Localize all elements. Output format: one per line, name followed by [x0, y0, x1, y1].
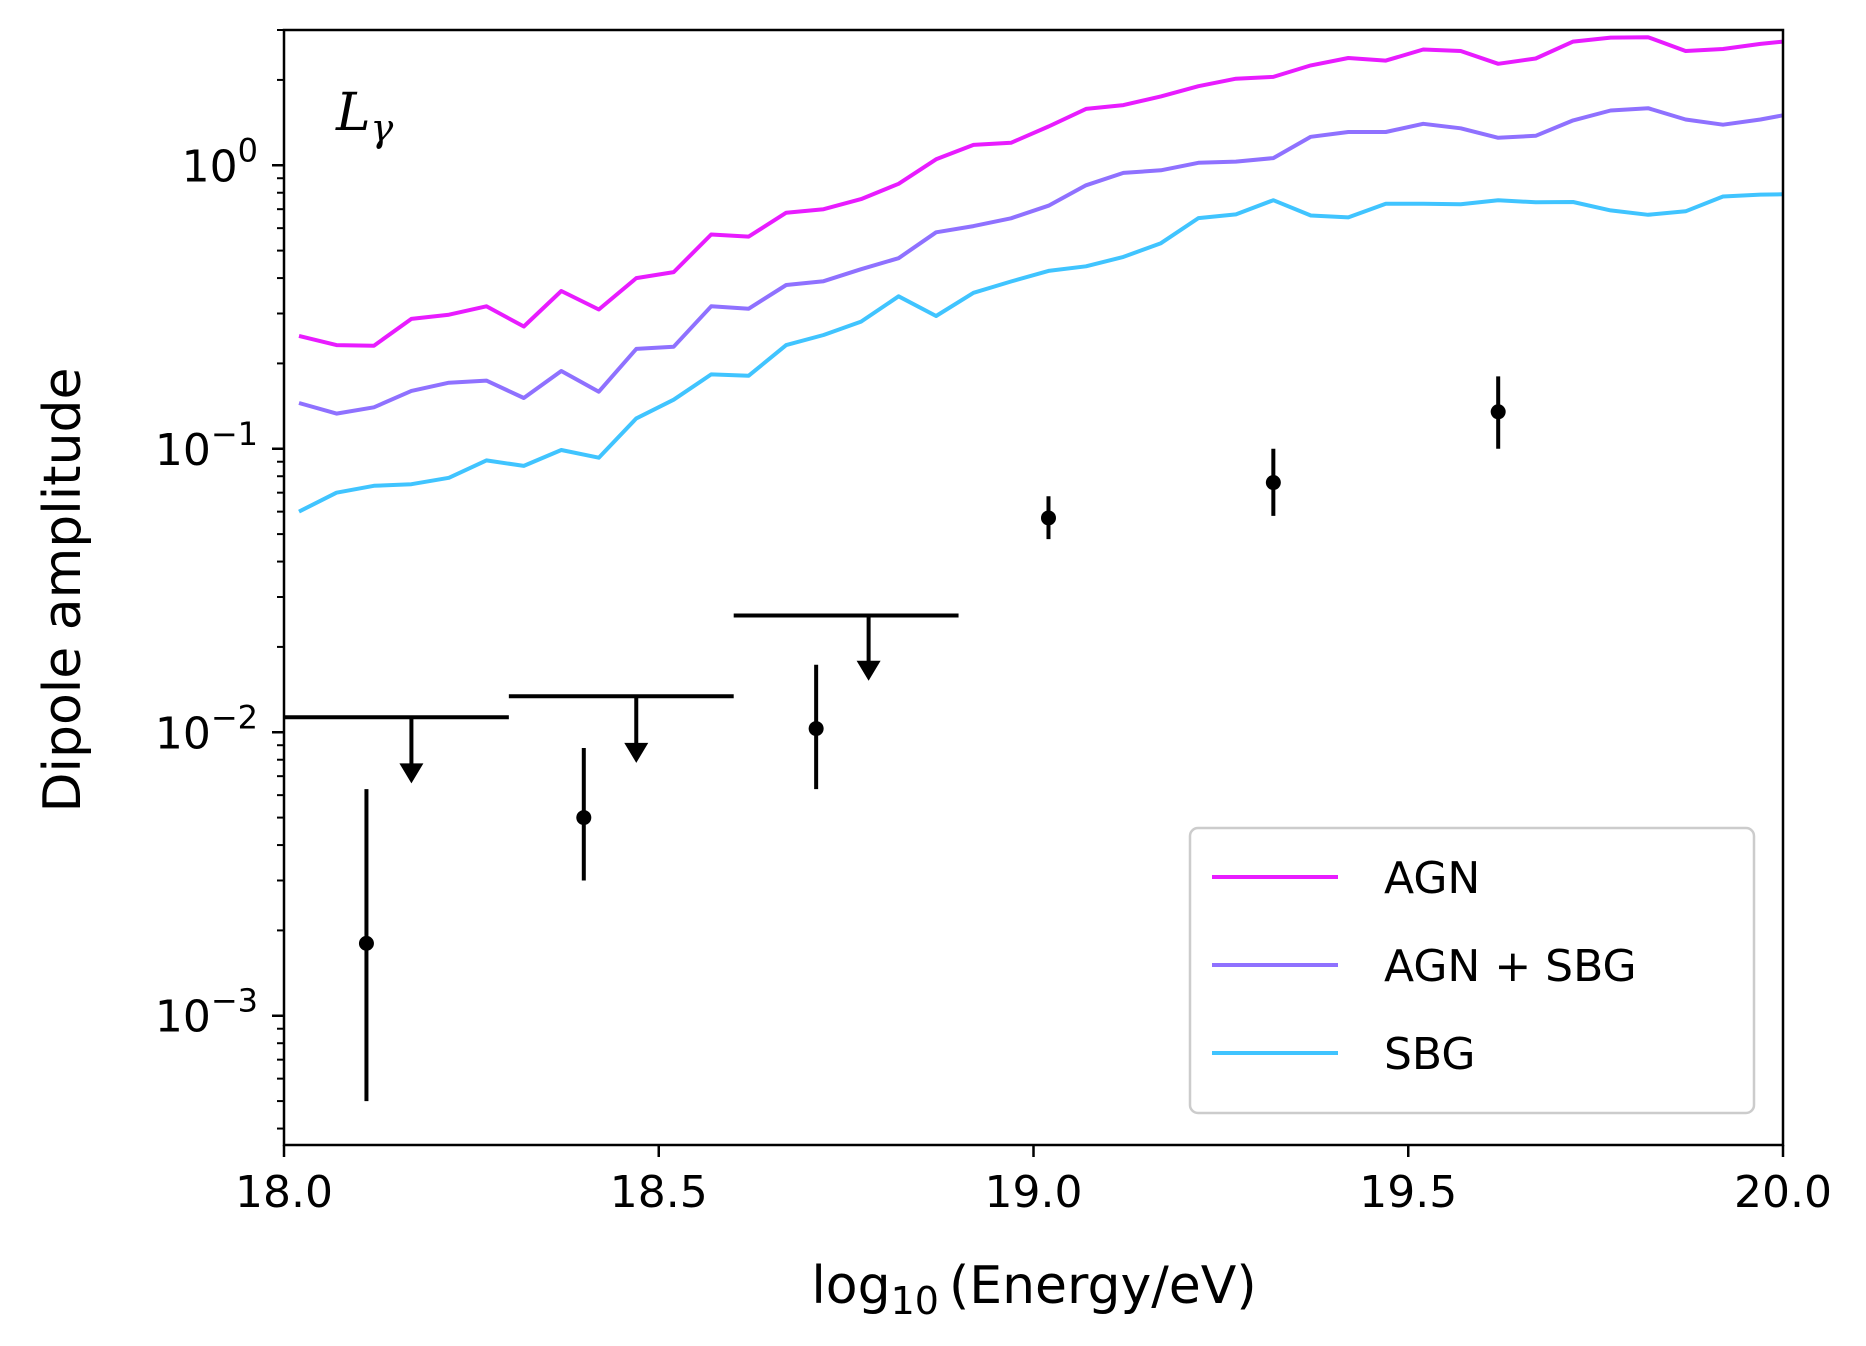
x-axis-label: log10 (Energy/eV): [811, 1256, 1256, 1323]
data-point-3: [808, 721, 824, 737]
x-axis-label-sub: 10: [891, 1279, 939, 1323]
luminosity-annotation: Lγ: [335, 83, 394, 150]
legend: AGN AGN + SBG SBG: [1188, 826, 1756, 1115]
y-tick-label-base: 10: [155, 992, 211, 1043]
data-point-4: [1040, 510, 1056, 526]
data-point-5: [1265, 475, 1281, 491]
x-tick-label-4: 20.0: [1734, 1167, 1832, 1218]
legend-label-1: AGN: [1384, 853, 1480, 904]
annotation-sub: γ: [371, 106, 394, 150]
legend-label-3: SBG: [1384, 1029, 1475, 1080]
measurement-points: [358, 376, 1506, 1102]
y-tick-label-0: 100: [182, 131, 258, 192]
y-tick-label-base: 10: [182, 141, 238, 192]
series-line-sbg: [298, 192, 1784, 514]
y-tick-label-base: 10: [155, 708, 211, 759]
legend-entries: AGN AGN + SBG SBG: [1212, 853, 1637, 1080]
x-tick-label-1: 18.5: [610, 1167, 708, 1218]
y-tick-label-3: 10−3: [155, 982, 258, 1043]
upper-limit-arrowhead-3: [856, 660, 881, 681]
upper-limit-arrowhead-1: [399, 763, 424, 784]
series-line-agn: [298, 35, 1784, 348]
x-axis-ticks: 18.0 18.5 19.0 19.5 20.0: [235, 1145, 1832, 1218]
data-point-2: [576, 810, 592, 826]
annotation-main: L: [335, 83, 371, 143]
upper-limit-arrowhead-2: [624, 742, 649, 763]
series-line-agn-sbg: [298, 106, 1784, 416]
y-tick-label-exponent: −2: [211, 698, 258, 736]
y-tick-label-2: 10−2: [155, 698, 258, 759]
x-axis-label-rest: (Energy/eV): [949, 1256, 1257, 1316]
upper-limits: [284, 613, 959, 784]
y-tick-label-1: 10−1: [155, 415, 258, 476]
legend-label-2: AGN + SBG: [1384, 941, 1637, 992]
data-point-6: [1490, 404, 1506, 420]
x-tick-label-2: 19.0: [985, 1167, 1083, 1218]
series-lines: [298, 35, 1784, 514]
x-tick-label-3: 19.5: [1359, 1167, 1457, 1218]
y-axis-label: Dipole amplitude: [33, 367, 93, 812]
y-tick-label-exponent: 0: [238, 131, 258, 169]
legend-box: [1188, 826, 1756, 1115]
data-point-1: [358, 935, 374, 951]
x-axis-label-base: log: [811, 1256, 890, 1316]
y-tick-label-base: 10: [155, 425, 211, 476]
x-tick-label-0: 18.0: [235, 1167, 333, 1218]
y-tick-label-exponent: −1: [211, 415, 258, 453]
y-tick-label-exponent: −3: [211, 982, 258, 1020]
